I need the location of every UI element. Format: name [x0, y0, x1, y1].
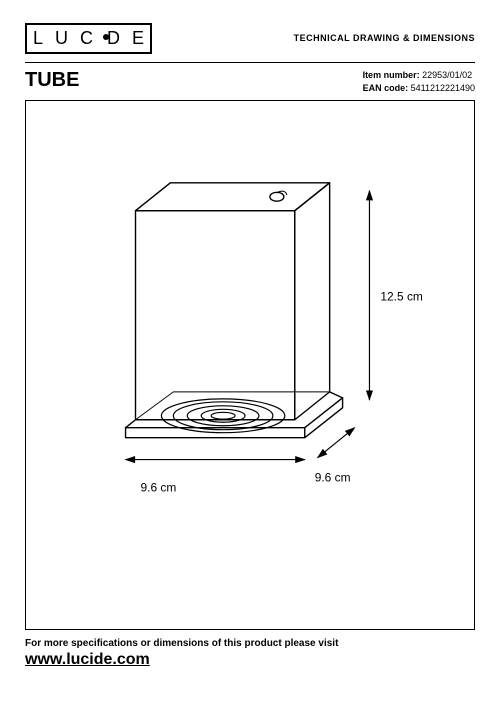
footer: For more specifications or dimensions of… [25, 638, 475, 669]
dim-width-label: 9.6 cm [140, 481, 176, 495]
logo-char: D [107, 28, 132, 49]
header-row: L U C D E TECHNICAL DRAWING & DIMENSIONS [25, 20, 475, 56]
tech-drawing-label: TECHNICAL DRAWING & DIMENSIONS [294, 33, 475, 43]
item-number-row: Item number: 22953/01/02 [363, 69, 475, 82]
logo-char: C [80, 28, 105, 49]
drawing-frame: 12.5 cm 9.6 cm 9.6 cm [25, 100, 475, 630]
brand-logo: L U C D E [25, 23, 152, 54]
item-number-value: 22953/01/02 [422, 70, 472, 80]
product-name: TUBE [25, 69, 79, 92]
logo-dot-icon [103, 34, 109, 40]
footer-text: For more specifications or dimensions of… [25, 638, 475, 649]
logo-char: U [55, 28, 80, 49]
ean-value: 5411212221490 [411, 83, 475, 93]
header-divider [25, 62, 475, 63]
dim-height-label: 12.5 cm [380, 289, 423, 303]
ean-label: EAN code: [363, 83, 409, 93]
footer-url: www.lucide.com [25, 651, 475, 669]
product-codes: Item number: 22953/01/02 EAN code: 54112… [363, 69, 475, 94]
logo-char: L [33, 28, 55, 49]
ean-row: EAN code: 5411212221490 [363, 82, 475, 95]
page: L U C D E TECHNICAL DRAWING & DIMENSIONS… [0, 0, 500, 707]
logo-char: E [132, 28, 144, 49]
cuboid-outline [126, 183, 343, 438]
dim-depth-label: 9.6 cm [315, 471, 351, 485]
item-number-label: Item number: [363, 70, 420, 80]
title-row: TUBE Item number: 22953/01/02 EAN code: … [25, 69, 475, 94]
dim-depth [318, 428, 355, 458]
technical-drawing-svg: 12.5 cm 9.6 cm 9.6 cm [26, 101, 474, 629]
